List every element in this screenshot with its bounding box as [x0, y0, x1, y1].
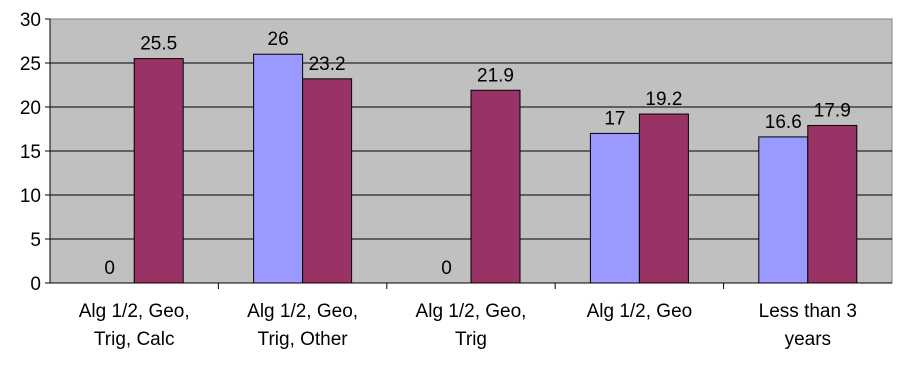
data-label: 0 — [104, 258, 115, 279]
bar — [254, 54, 303, 283]
y-tick-label: 10 — [20, 186, 41, 207]
bar — [639, 114, 688, 283]
x-category-label: Trig — [455, 329, 487, 350]
bar — [759, 137, 808, 283]
bar — [808, 125, 857, 283]
y-tick-label: 25 — [20, 54, 41, 75]
x-category-label: Alg 1/2, Geo, — [79, 301, 190, 322]
bar — [134, 59, 183, 283]
data-label: 25.5 — [140, 34, 177, 55]
y-tick-label: 0 — [30, 274, 41, 295]
data-label: 16.6 — [765, 112, 802, 133]
y-tick-label: 30 — [20, 10, 41, 31]
data-label: 19.2 — [645, 89, 682, 110]
data-label: 17.9 — [814, 100, 851, 121]
x-category-label: Alg 1/2, Geo — [587, 301, 693, 322]
x-category-label: Less than 3 — [759, 301, 857, 322]
x-category-label: Trig, Calc — [94, 329, 175, 350]
data-label: 21.9 — [477, 65, 514, 86]
y-tick-label: 5 — [30, 230, 41, 251]
data-label: 0 — [441, 258, 452, 279]
y-tick-label: 20 — [20, 98, 41, 119]
x-category-label: Trig, Other — [258, 329, 349, 350]
data-label: 26 — [268, 29, 289, 50]
x-category-label: Alg 1/2, Geo, — [247, 301, 358, 322]
bar — [471, 90, 520, 283]
x-axis: Alg 1/2, Geo, Trig, Calc Alg 1/2, Geo, Trig… — [79, 283, 857, 350]
bar — [303, 79, 352, 283]
y-tick-label: 15 — [20, 142, 41, 163]
data-label: 17 — [604, 108, 625, 129]
x-category-label: Alg 1/2, Geo, — [416, 301, 527, 322]
x-category-label: years — [785, 329, 831, 350]
data-label: 23.2 — [309, 54, 346, 75]
bar — [590, 133, 639, 283]
